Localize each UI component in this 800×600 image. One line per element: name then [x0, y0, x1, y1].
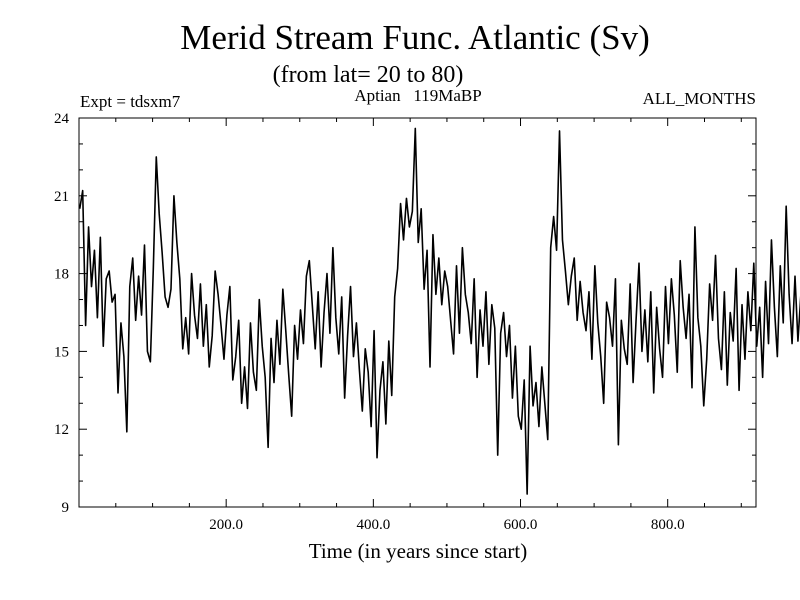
series-line — [78, 127, 800, 495]
x-tick-label: 600.0 — [504, 517, 538, 533]
x-tick-label: 200.0 — [209, 517, 243, 533]
x-axis-label: Time (in years since start) — [309, 539, 528, 563]
axis-ticks — [79, 118, 756, 507]
tick-labels: 200.0 400.0 600.0 800.0 9 12 15 18 21 24 — [54, 111, 685, 533]
y-tick-label: 18 — [54, 267, 69, 283]
x-tick-label: 800.0 — [651, 517, 685, 533]
y-tick-label: 15 — [54, 344, 69, 360]
y-tick-label: 12 — [54, 422, 69, 438]
x-tick-label: 400.0 — [356, 517, 390, 533]
y-tick-label: 21 — [54, 189, 69, 205]
series-group — [78, 127, 800, 495]
chart-subtitle: (from lat= 20 to 80) — [273, 62, 464, 88]
experiment-label: Expt = tdsxm7 — [80, 92, 181, 111]
y-tick-label: 24 — [54, 111, 70, 127]
chart-title: Merid Stream Func. Atlantic (Sv) — [180, 18, 650, 57]
months-label: ALL_MONTHS — [643, 89, 756, 108]
y-tick-label: 9 — [62, 500, 70, 516]
period-label: Aptian 119MaBP — [354, 86, 481, 105]
